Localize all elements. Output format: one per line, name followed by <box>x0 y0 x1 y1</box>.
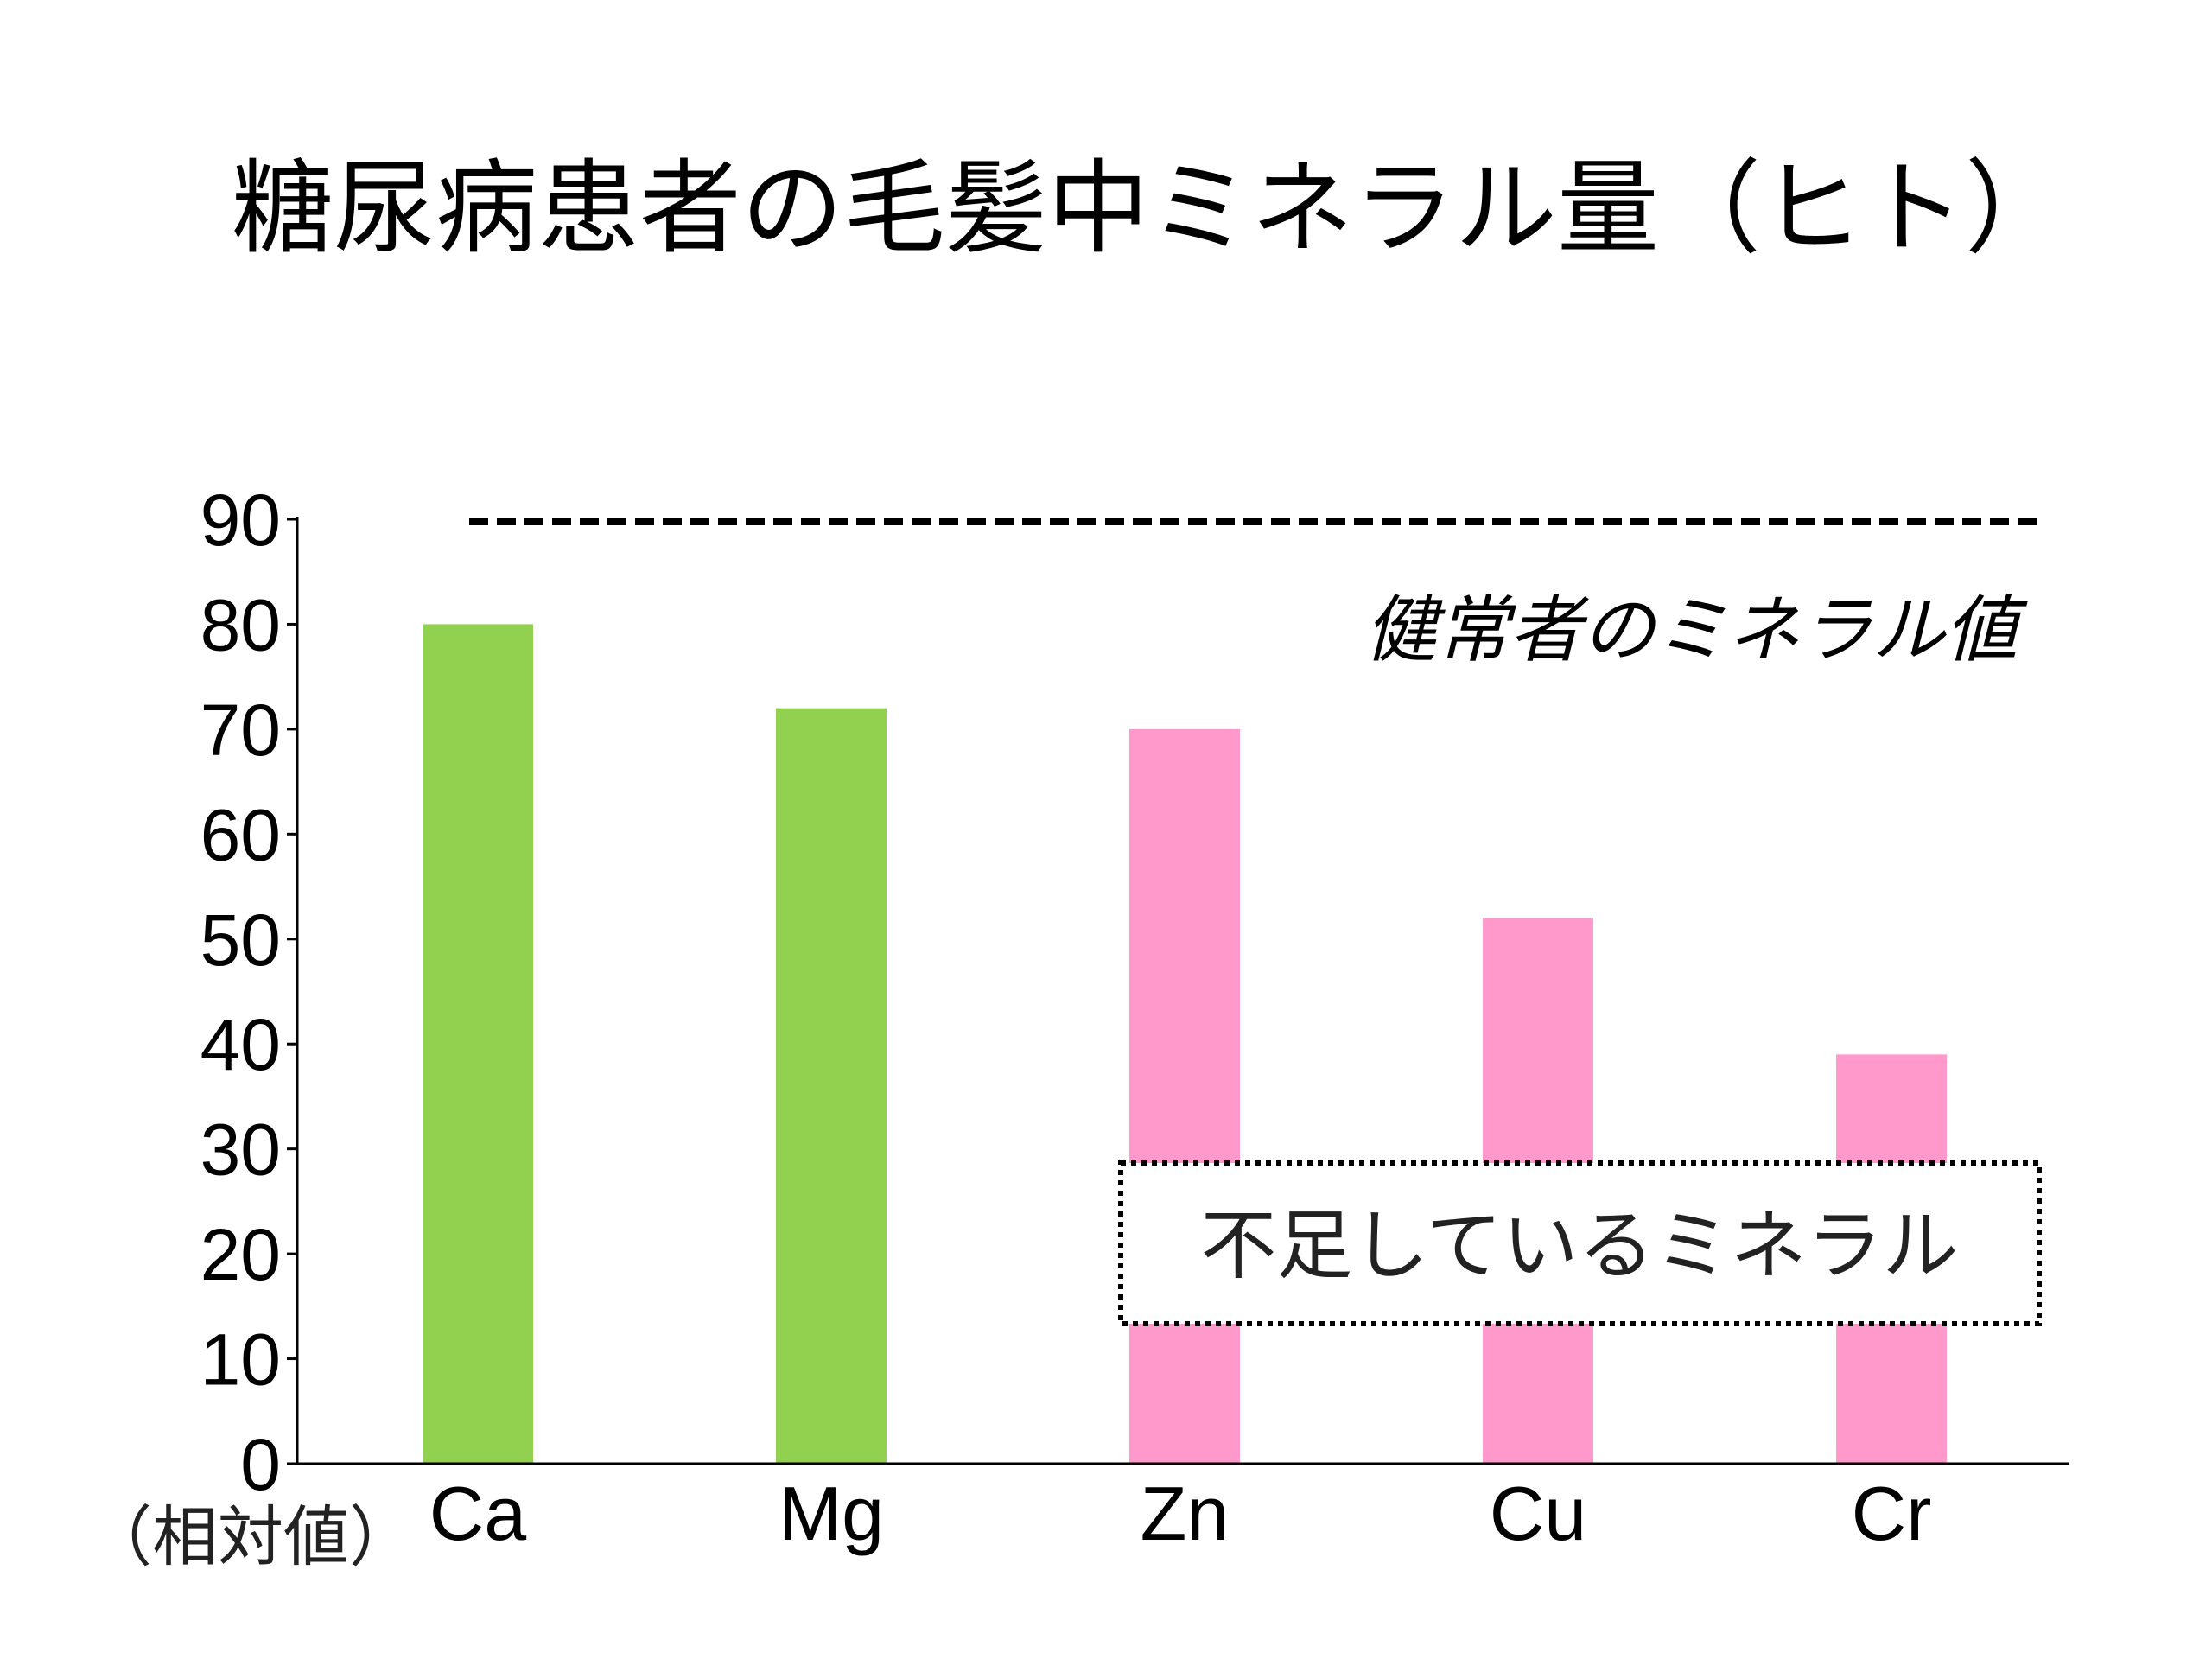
bar-mg <box>776 708 887 1464</box>
y-tick-label: 40 <box>200 1004 281 1085</box>
x-tick-label: Ca <box>429 1471 527 1556</box>
bar-zn <box>1129 728 1240 1464</box>
y-tick-label: 70 <box>200 690 281 771</box>
y-tick-label: 50 <box>200 899 281 981</box>
y-tick-label: 60 <box>200 794 281 875</box>
bar-ca <box>423 624 533 1464</box>
y-tick-label: 30 <box>200 1109 281 1191</box>
x-tick-label: Cr <box>1852 1471 1932 1556</box>
y-axis-label: （相対値） <box>86 1498 415 1575</box>
chart-title: 糖尿病患者の毛髪中ミネラル量（ヒト） <box>232 149 2067 268</box>
y-tick-label: 0 <box>240 1424 281 1505</box>
x-tick-label: Zn <box>1141 1471 1230 1556</box>
y-tick-label: 20 <box>200 1214 281 1295</box>
y-tick-label: 80 <box>200 584 281 665</box>
x-tick-label: Mg <box>779 1471 884 1556</box>
y-tick-label: 90 <box>200 480 281 561</box>
y-tick-label: 10 <box>200 1319 281 1401</box>
reference-line-label: 健常者のミネラル値 <box>1364 588 2028 672</box>
annotation-box <box>1118 1160 2042 1326</box>
x-tick-label: Cu <box>1490 1471 1587 1556</box>
annotation-text: 不足しているミネラル <box>1200 1201 1958 1290</box>
